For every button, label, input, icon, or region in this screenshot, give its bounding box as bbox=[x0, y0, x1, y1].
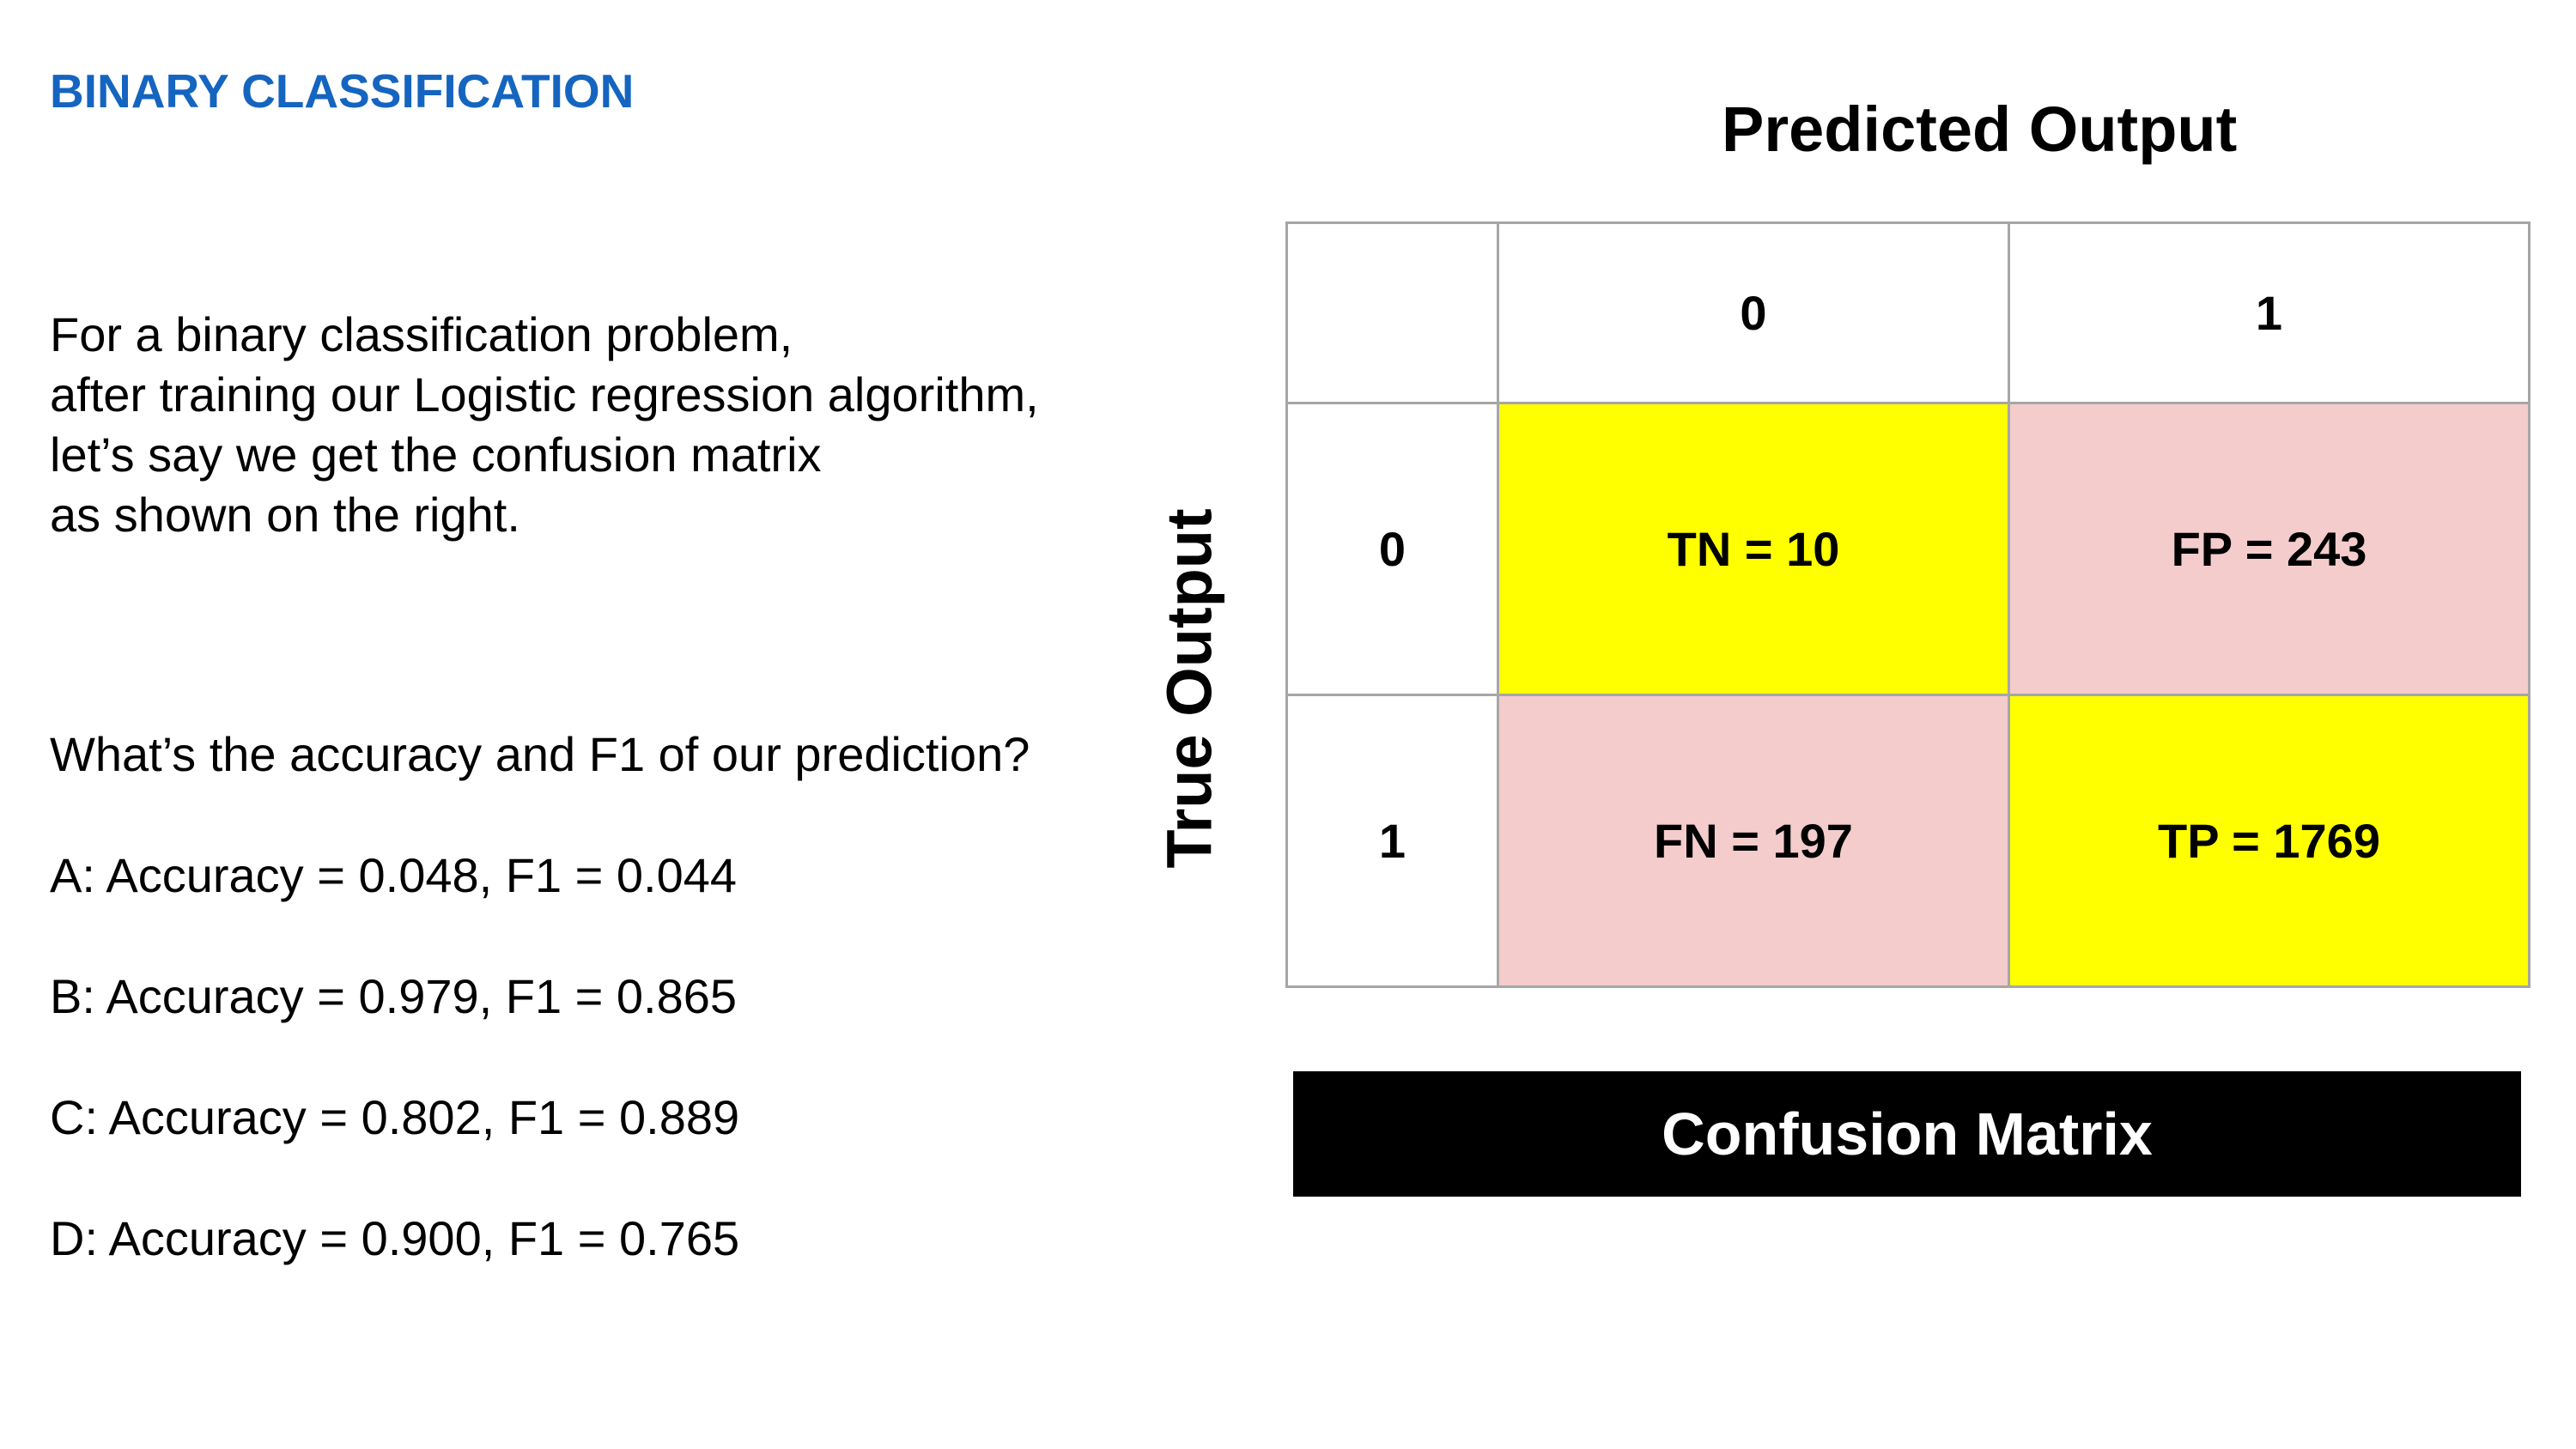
true-output-label: True Output bbox=[1153, 508, 1225, 869]
intro-line: let’s say we get the confusion matrix bbox=[50, 427, 822, 482]
intro-line: as shown on the right. bbox=[50, 488, 520, 542]
predicted-output-label: Predicted Output bbox=[1722, 94, 2238, 165]
row-header-0: 0 bbox=[1285, 402, 1499, 696]
col-header-1: 1 bbox=[2008, 221, 2530, 404]
question-text: What’s the accuracy and F1 of our predic… bbox=[50, 727, 1030, 781]
cell-true-negative: TN = 10 bbox=[1497, 402, 2010, 696]
col-header-0: 0 bbox=[1497, 221, 2010, 404]
confusion-matrix-caption: Confusion Matrix bbox=[1293, 1071, 2521, 1197]
matrix-row-0: 0 TN = 10 FP = 243 bbox=[1285, 402, 2530, 696]
intro-line: after training our Logistic regression a… bbox=[50, 367, 1039, 421]
option-d: D: Accuracy = 0.900, F1 = 0.765 bbox=[50, 1211, 740, 1265]
cell-false-negative: FN = 197 bbox=[1497, 694, 2010, 988]
confusion-matrix-table: 0 1 0 TN = 10 FP = 243 1 FN = 197 TP = 1… bbox=[1285, 221, 2530, 988]
option-a: A: Accuracy = 0.048, F1 = 0.044 bbox=[50, 848, 738, 902]
option-c: C: Accuracy = 0.802, F1 = 0.889 bbox=[50, 1090, 740, 1144]
slide-title: BINARY CLASSIFICATION bbox=[50, 64, 635, 118]
matrix-corner-cell bbox=[1285, 221, 1499, 404]
option-b: B: Accuracy = 0.979, F1 = 0.865 bbox=[50, 969, 738, 1023]
matrix-header-row: 0 1 bbox=[1285, 221, 2530, 404]
intro-line: For a binary classification problem, bbox=[50, 307, 793, 361]
intro-paragraph: For a binary classification problem, aft… bbox=[50, 305, 1132, 545]
cell-true-positive: TP = 1769 bbox=[2008, 694, 2530, 988]
matrix-row-1: 1 FN = 197 TP = 1769 bbox=[1285, 694, 2530, 988]
cell-false-positive: FP = 243 bbox=[2008, 402, 2530, 696]
row-header-1: 1 bbox=[1285, 694, 1499, 988]
